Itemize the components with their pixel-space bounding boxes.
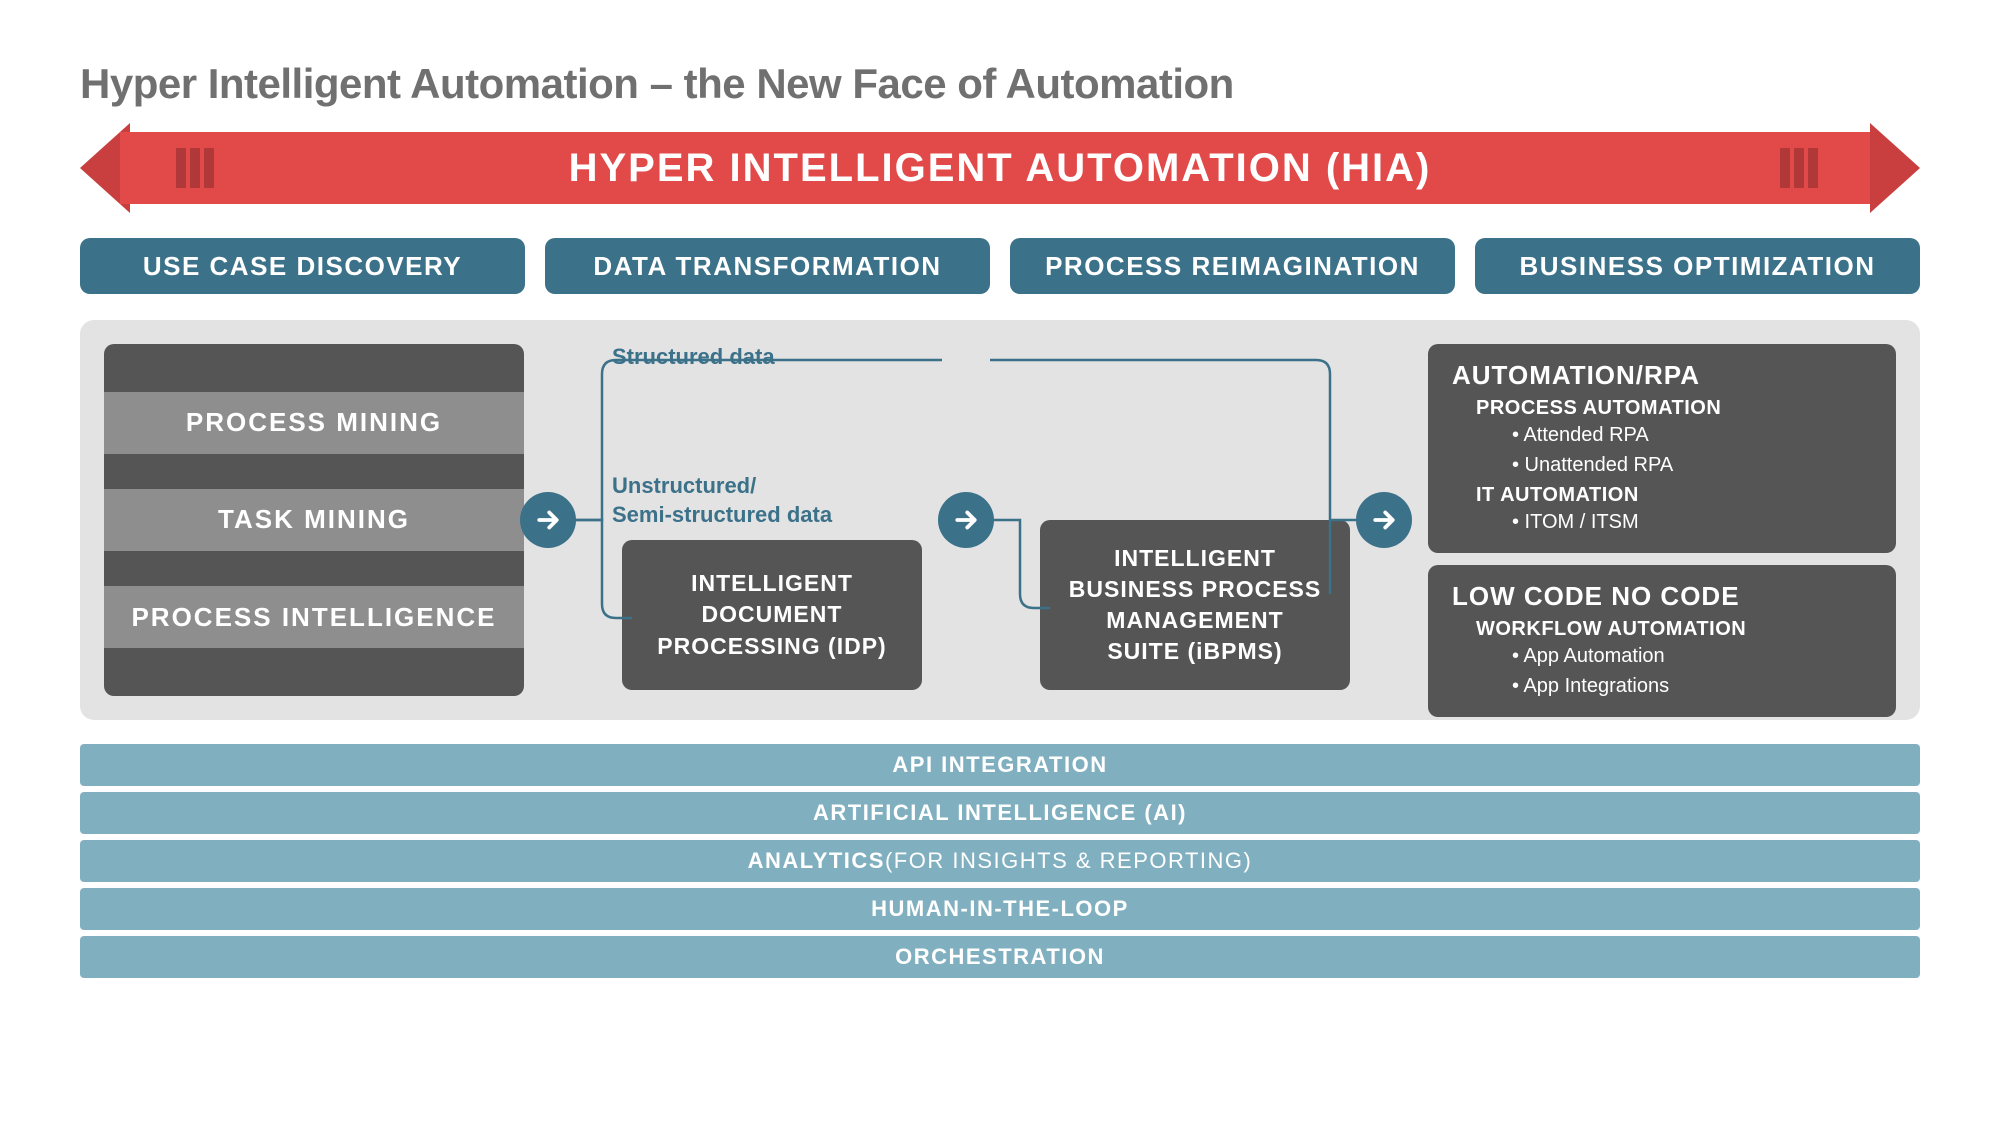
process-reimagination-column: INTELLIGENT BUSINESS PROCESS MANAGEMENT … <box>990 344 1360 696</box>
arrow-right-icon <box>938 492 994 548</box>
process-automation-label: PROCESS AUTOMATION <box>1476 397 1872 420</box>
banner-bar: HYPER INTELLIGENT AUTOMATION (HIA) <box>120 132 1880 204</box>
page-title: Hyper Intelligent Automation – the New F… <box>80 60 1920 108</box>
foundation-api-integration: API INTEGRATION <box>80 744 1920 786</box>
pillar-data-transformation: DATA TRANSFORMATION <box>545 238 990 294</box>
connector-lines <box>990 344 1360 696</box>
discovery-process-intelligence: PROCESS INTELLIGENCE <box>104 586 524 648</box>
pillar-process-reimagination: PROCESS REIMAGINATION <box>1010 238 1455 294</box>
connector-lines <box>572 344 942 696</box>
business-optimization-column: AUTOMATION/RPA PROCESS AUTOMATION • Atte… <box>1408 344 1896 696</box>
workflow-automation-label: WORKFLOW AUTOMATION <box>1476 618 1872 641</box>
it-automation-label: IT AUTOMATION <box>1476 484 1872 507</box>
main-panel: PROCESS MINING TASK MINING PROCESS INTEL… <box>80 320 1920 720</box>
hia-banner: HYPER INTELLIGENT AUTOMATION (HIA) <box>80 132 1920 204</box>
discovery-task-mining: TASK MINING <box>104 489 524 551</box>
automation-rpa-box: AUTOMATION/RPA PROCESS AUTOMATION • Atte… <box>1428 344 1896 553</box>
arrow-right-icon <box>1356 492 1412 548</box>
low-code-title: LOW CODE NO CODE <box>1452 581 1872 612</box>
banner-arrow-right-icon <box>1870 123 1920 213</box>
itom-itsm-item: • ITOM / ITSM <box>1512 507 1872 537</box>
arrow-right-icon <box>520 492 576 548</box>
app-automation-item: • App Automation <box>1512 641 1872 671</box>
data-transformation-column: Structured data Unstructured/ Semi-struc… <box>572 344 942 696</box>
app-integrations-item: • App Integrations <box>1512 671 1872 701</box>
pillar-use-case-discovery: USE CASE DISCOVERY <box>80 238 525 294</box>
attended-rpa-item: • Attended RPA <box>1512 420 1872 450</box>
discovery-process-mining: PROCESS MINING <box>104 392 524 454</box>
banner-marks-left <box>176 148 220 188</box>
foundation-human-in-loop: HUMAN-IN-THE-LOOP <box>80 888 1920 930</box>
unattended-rpa-item: • Unattended RPA <box>1512 450 1872 480</box>
banner-marks-right <box>1780 148 1824 188</box>
banner-text: HYPER INTELLIGENT AUTOMATION (HIA) <box>569 146 1432 191</box>
discovery-column: PROCESS MINING TASK MINING PROCESS INTEL… <box>104 344 524 696</box>
foundation-orchestration: ORCHESTRATION <box>80 936 1920 978</box>
low-code-no-code-box: LOW CODE NO CODE WORKFLOW AUTOMATION • A… <box>1428 565 1896 717</box>
foundation-ai: ARTIFICIAL INTELLIGENCE (AI) <box>80 792 1920 834</box>
foundation-analytics: ANALYTICS (FOR INSIGHTS & REPORTING) <box>80 840 1920 882</box>
automation-rpa-title: AUTOMATION/RPA <box>1452 360 1872 391</box>
discovery-box: PROCESS MINING TASK MINING PROCESS INTEL… <box>104 344 524 696</box>
pillars-row: USE CASE DISCOVERY DATA TRANSFORMATION P… <box>80 238 1920 294</box>
pillar-business-optimization: BUSINESS OPTIMIZATION <box>1475 238 1920 294</box>
foundation-bars: API INTEGRATION ARTIFICIAL INTELLIGENCE … <box>80 744 1920 978</box>
